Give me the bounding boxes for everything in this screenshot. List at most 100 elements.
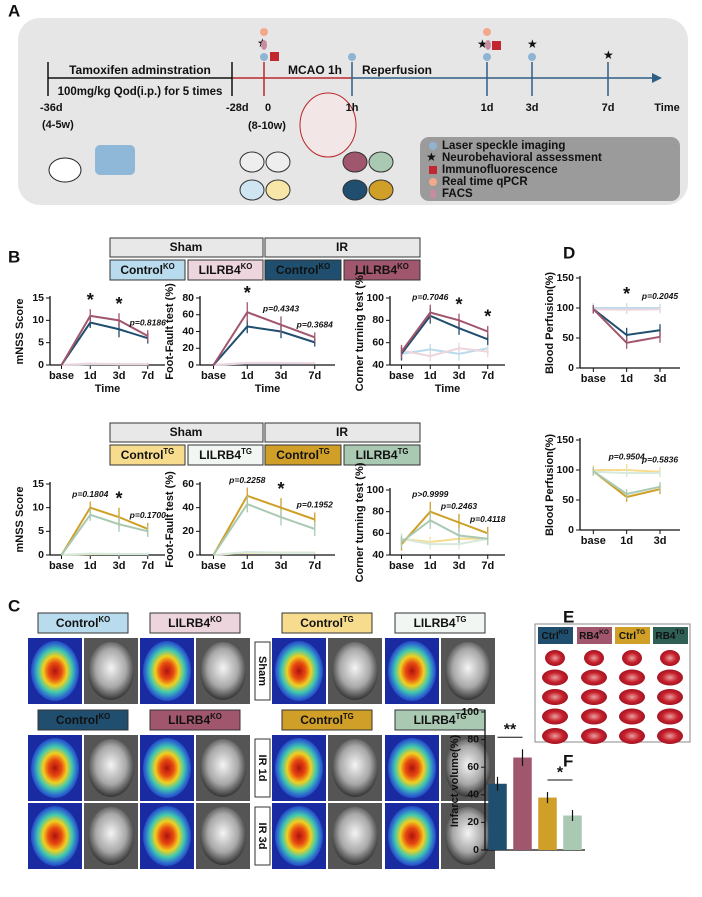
label-main: RB4 xyxy=(579,631,599,642)
annotation: * xyxy=(87,290,94,310)
label-sup: TG xyxy=(456,615,467,624)
label-main: LILRB4 xyxy=(168,616,210,630)
legend-box xyxy=(420,137,680,201)
annotation: * xyxy=(244,283,251,303)
line xyxy=(213,551,315,556)
label-sup: TG xyxy=(319,447,330,456)
panel-label: E xyxy=(563,607,574,626)
brain-slice xyxy=(581,728,607,744)
label-main: Control xyxy=(276,448,319,462)
legend-entry: Laser speckle imaging xyxy=(442,140,565,152)
group-box xyxy=(109,259,186,281)
x-axis-label: Time xyxy=(255,383,280,395)
lsi-brain xyxy=(275,641,323,701)
bar xyxy=(563,815,582,850)
label: 1h xyxy=(346,102,359,114)
y-tick-label: 0 xyxy=(568,362,574,374)
lsi-brain xyxy=(388,641,436,701)
label-sup: TG xyxy=(343,712,354,721)
brain-slice xyxy=(581,708,607,725)
label-sup: KO xyxy=(599,629,609,636)
annotation: ** xyxy=(504,721,517,738)
label: ControlTG xyxy=(276,447,329,462)
label: LILRB4KO xyxy=(168,615,222,630)
x-tick-label: base xyxy=(49,560,74,572)
label-sup: TG xyxy=(675,629,684,636)
brain-slice xyxy=(622,650,642,666)
gray-brain xyxy=(445,739,491,797)
group-box xyxy=(187,444,264,466)
panel-label: C xyxy=(8,596,20,615)
label: RB4TG xyxy=(655,629,684,642)
y-tick-label: 15 xyxy=(32,292,44,304)
group-box xyxy=(264,259,342,281)
line xyxy=(213,361,315,366)
annotation: p=0.3684 xyxy=(296,320,333,330)
label: 100mg/kg Qod(i.p.) for 5 times xyxy=(58,86,223,98)
line xyxy=(212,494,316,556)
header-box xyxy=(109,422,264,443)
y-tick-label: 50 xyxy=(562,494,574,506)
label-sup: TG xyxy=(636,629,645,636)
y-axis-label: mNSS Score xyxy=(14,486,26,552)
row-box xyxy=(254,738,271,798)
x-tick-label: 3d xyxy=(275,560,288,572)
line xyxy=(400,314,489,355)
label: IR 1d xyxy=(256,755,268,782)
line xyxy=(593,308,661,311)
y-tick-label: 0 xyxy=(38,549,44,561)
label-main: RB4 xyxy=(655,631,675,642)
brain-slice xyxy=(619,728,645,744)
gray-brain xyxy=(200,739,246,797)
panel-label: F xyxy=(563,751,573,770)
bar xyxy=(513,757,532,850)
brain-slice xyxy=(542,728,568,744)
label-sup: KO xyxy=(397,262,409,271)
label-sup: KO xyxy=(318,262,330,271)
y-axis-label: Corner turning test (%) xyxy=(354,271,366,391)
brain-slice xyxy=(545,650,565,666)
label-sup: KO xyxy=(210,615,222,624)
label: (8-10w) xyxy=(248,120,286,132)
y-tick-label: 0 xyxy=(188,549,194,561)
y-tick-label: 40 xyxy=(182,501,194,513)
header-box xyxy=(264,422,421,443)
label: Tamoxifen adminstration xyxy=(69,63,211,77)
x-tick-label: 7d xyxy=(481,560,494,572)
label-sup: KO xyxy=(210,712,222,721)
gray-brain xyxy=(332,642,378,700)
x-tick-label: 1d xyxy=(241,370,254,382)
annotation: * xyxy=(115,488,122,508)
annotation: p>0.9999 xyxy=(411,489,448,499)
label: CtrlKO xyxy=(542,629,569,642)
x-tick-label: 1d xyxy=(84,560,97,572)
label: LILRB4KO xyxy=(199,262,253,277)
y-tick-label: 5 xyxy=(38,525,44,537)
annotation: p=0.7046 xyxy=(411,292,448,302)
label: IR xyxy=(336,240,348,254)
label-main: Control xyxy=(276,263,319,277)
panel-label: B xyxy=(8,247,20,266)
brain-slice xyxy=(660,650,680,666)
y-tick-label: 40 xyxy=(372,359,384,371)
y-tick-label: 15 xyxy=(32,478,44,490)
line xyxy=(61,362,148,366)
y-tick-label: 20 xyxy=(182,342,194,354)
y-tick-label: 0 xyxy=(38,359,44,371)
label: Sham xyxy=(170,425,203,439)
annotation: p=0.2258 xyxy=(228,475,265,485)
y-axis-label: Foot-Fault test (%) xyxy=(164,283,176,380)
annotation: * xyxy=(557,764,564,781)
y-tick-label: 60 xyxy=(372,527,384,539)
brain-slice xyxy=(619,669,645,686)
y-tick-label: 100 xyxy=(556,464,574,476)
label: Sham xyxy=(256,656,268,686)
x-tick-label: base xyxy=(389,560,414,572)
y-tick-label: 10 xyxy=(32,314,44,326)
header-box xyxy=(37,612,129,634)
brain-slice xyxy=(657,669,683,686)
header-box xyxy=(615,627,650,644)
header-box xyxy=(264,237,421,258)
label: LILRB4TG xyxy=(356,447,409,462)
